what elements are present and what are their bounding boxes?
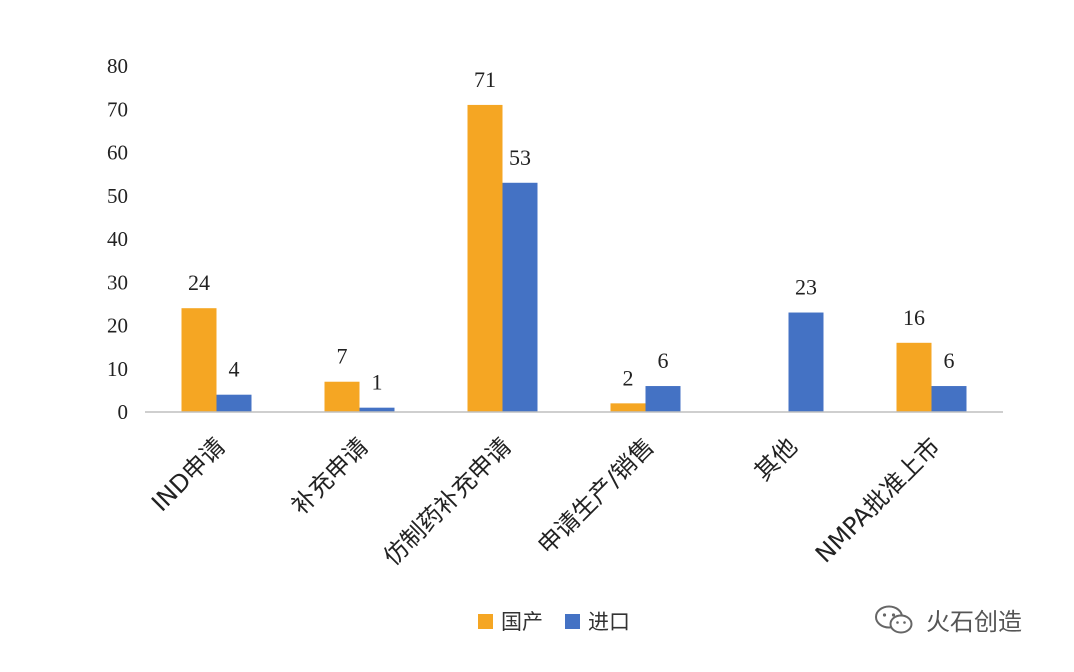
- bar-domestic: [610, 403, 646, 412]
- x-category-label: 补充申请: [286, 432, 374, 520]
- x-category-label: 仿制药补充申请: [378, 432, 517, 571]
- watermark-text: 火石创造: [926, 608, 1022, 636]
- y-tick-label: 50: [107, 184, 128, 208]
- x-category-label: IND申请: [146, 432, 231, 517]
- bar-domestic: [467, 104, 503, 413]
- data-label-import: 1: [372, 370, 383, 395]
- y-tick-label: 70: [107, 97, 128, 121]
- bar-domestic: [896, 342, 932, 412]
- data-label-import: 6: [658, 348, 669, 373]
- data-label-domestic: 16: [903, 305, 925, 330]
- legend-label-import: 进口: [588, 610, 630, 634]
- y-tick-label: 10: [107, 357, 128, 381]
- y-tick-label: 60: [107, 141, 128, 165]
- y-tick-label: 20: [107, 314, 128, 338]
- data-label-import: 6: [944, 348, 955, 373]
- data-label-import: 4: [229, 357, 240, 382]
- wechat-icon: [875, 605, 913, 633]
- x-category-label: 其他: [749, 432, 803, 486]
- data-label-import: 53: [509, 145, 531, 170]
- bar-import: [502, 182, 538, 412]
- x-axis-categories: IND申请 补充申请 仿制药补充申请 申请生产/销售 其他 NMPA批准上市: [146, 432, 946, 571]
- bar-domestic: [181, 308, 217, 412]
- legend: 国产 进口: [478, 606, 652, 636]
- y-tick-label: 80: [107, 54, 128, 78]
- bar-import: [645, 386, 681, 412]
- data-label-import: 23: [795, 275, 817, 300]
- bar-import: [788, 312, 824, 412]
- x-category-label: 申请生产/销售: [532, 432, 659, 559]
- x-category-label: NMPA批准上市: [810, 432, 946, 568]
- data-label-domestic: 24: [188, 270, 210, 295]
- y-tick-label: 40: [107, 227, 128, 251]
- y-tick-label: 30: [107, 270, 128, 294]
- bar-import: [931, 386, 967, 412]
- legend-label-domestic: 国产: [501, 610, 543, 634]
- bar-import: [216, 394, 252, 412]
- data-label-domestic: 2: [623, 365, 634, 390]
- legend-swatch-domestic: [478, 613, 493, 629]
- bars: [181, 104, 967, 413]
- legend-item-domestic: 国产: [478, 606, 543, 636]
- legend-swatch-import: [565, 613, 580, 629]
- legend-item-import: 进口: [565, 606, 630, 636]
- watermark: 火石创造: [874, 602, 1022, 637]
- bar-import: [359, 407, 395, 412]
- y-axis: 0 10 20 30 40 50 60 70 80: [107, 54, 128, 424]
- data-label-domestic: 71: [474, 67, 496, 92]
- data-label-domestic: 7: [337, 344, 348, 369]
- y-tick-label: 0: [118, 400, 129, 424]
- bar-domestic: [324, 381, 360, 412]
